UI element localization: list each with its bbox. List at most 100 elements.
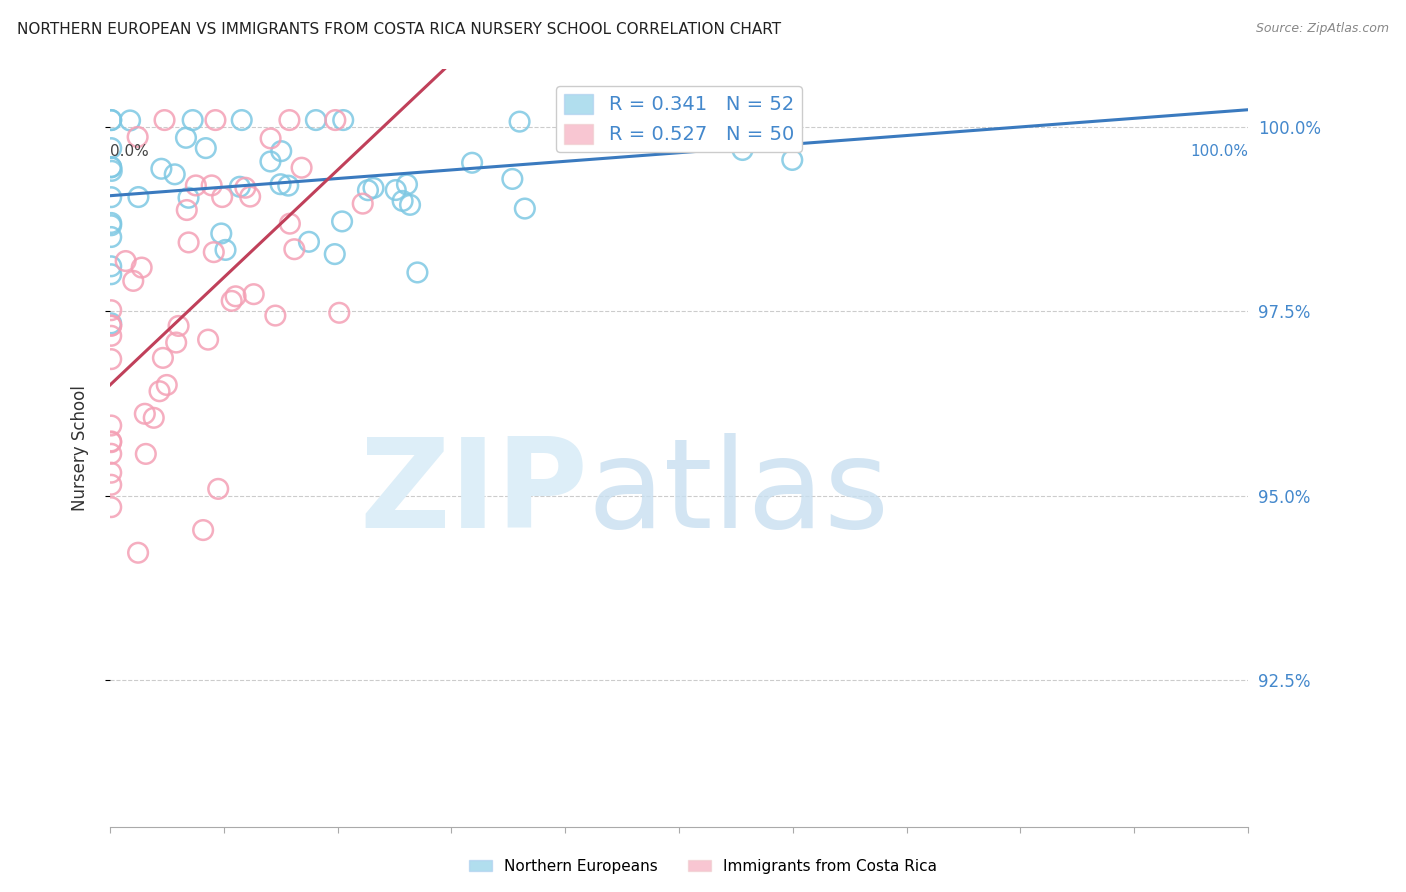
Point: [100, 477, 122, 491]
Point: [242, 287, 264, 301]
Point: [323, 247, 346, 261]
Point: [100, 328, 122, 343]
Point: [174, 130, 197, 145]
Point: [270, 144, 292, 158]
Point: [780, 153, 803, 167]
Point: [100, 230, 122, 244]
Point: [134, 407, 156, 421]
Point: [181, 113, 204, 128]
Point: [395, 178, 418, 192]
Point: [100, 317, 122, 331]
Point: [264, 309, 287, 323]
Point: [328, 306, 350, 320]
Point: [135, 447, 157, 461]
Y-axis label: Nursery School: Nursery School: [72, 384, 89, 510]
Point: [100, 219, 122, 233]
Point: [177, 191, 200, 205]
Point: [602, 113, 624, 128]
Legend: Northern Europeans, Immigrants from Costa Rica: Northern Europeans, Immigrants from Cost…: [463, 853, 943, 880]
Point: [153, 113, 176, 128]
Point: [704, 113, 727, 128]
Point: [278, 217, 301, 231]
Point: [177, 235, 200, 250]
Point: [259, 131, 281, 145]
Point: [352, 196, 374, 211]
Point: [325, 113, 347, 128]
Point: [122, 274, 145, 288]
Point: [156, 378, 179, 392]
Point: [204, 113, 226, 128]
Point: [221, 293, 243, 308]
Point: [461, 155, 484, 169]
Point: [142, 410, 165, 425]
Point: [100, 113, 122, 128]
Point: [384, 183, 406, 197]
Point: [176, 202, 198, 217]
Point: [357, 183, 380, 197]
Text: 0.0%: 0.0%: [110, 144, 149, 159]
Point: [406, 265, 429, 279]
Point: [114, 254, 136, 268]
Point: [120, 113, 142, 128]
Point: [100, 466, 122, 480]
Point: [278, 113, 301, 128]
Point: [654, 132, 676, 146]
Point: [214, 243, 236, 257]
Point: [165, 335, 187, 350]
Point: [100, 161, 122, 175]
Point: [100, 500, 122, 515]
Point: [211, 190, 233, 204]
Point: [305, 113, 328, 128]
Point: [731, 143, 754, 157]
Point: [100, 267, 122, 281]
Point: [201, 178, 224, 193]
Point: [194, 141, 217, 155]
Text: ZIP: ZIP: [360, 433, 588, 554]
Text: Source: ZipAtlas.com: Source: ZipAtlas.com: [1256, 22, 1389, 36]
Point: [330, 214, 353, 228]
Legend: R = 0.341   N = 52, R = 0.527   N = 50: R = 0.341 N = 52, R = 0.527 N = 50: [557, 86, 801, 153]
Point: [152, 351, 174, 365]
Point: [100, 447, 122, 461]
Point: [100, 435, 122, 450]
Point: [332, 113, 354, 128]
Point: [283, 242, 305, 256]
Point: [100, 434, 122, 449]
Point: [100, 260, 122, 274]
Point: [270, 178, 292, 192]
Point: [100, 303, 122, 318]
Point: [391, 194, 413, 208]
Text: atlas: atlas: [588, 433, 890, 554]
Point: [127, 130, 149, 145]
Point: [509, 114, 531, 128]
Point: [501, 172, 523, 186]
Point: [163, 167, 186, 181]
Point: [100, 216, 122, 230]
Point: [100, 318, 122, 333]
Point: [207, 482, 229, 496]
Text: 100.0%: 100.0%: [1189, 144, 1249, 159]
Point: [100, 418, 122, 433]
Point: [225, 289, 247, 303]
Point: [202, 245, 225, 260]
Point: [100, 352, 122, 367]
Point: [197, 333, 219, 347]
Point: [235, 180, 257, 194]
Point: [184, 178, 207, 193]
Point: [100, 164, 122, 178]
Point: [298, 235, 321, 249]
Point: [150, 161, 173, 176]
Text: NORTHERN EUROPEAN VS IMMIGRANTS FROM COSTA RICA NURSERY SCHOOL CORRELATION CHART: NORTHERN EUROPEAN VS IMMIGRANTS FROM COS…: [17, 22, 780, 37]
Point: [231, 113, 253, 128]
Point: [645, 133, 668, 147]
Point: [127, 190, 149, 204]
Point: [100, 318, 122, 333]
Point: [239, 189, 262, 203]
Point: [100, 113, 122, 128]
Point: [100, 160, 122, 174]
Point: [127, 546, 149, 560]
Point: [363, 181, 385, 195]
Point: [131, 260, 153, 275]
Point: [277, 178, 299, 193]
Point: [100, 190, 122, 204]
